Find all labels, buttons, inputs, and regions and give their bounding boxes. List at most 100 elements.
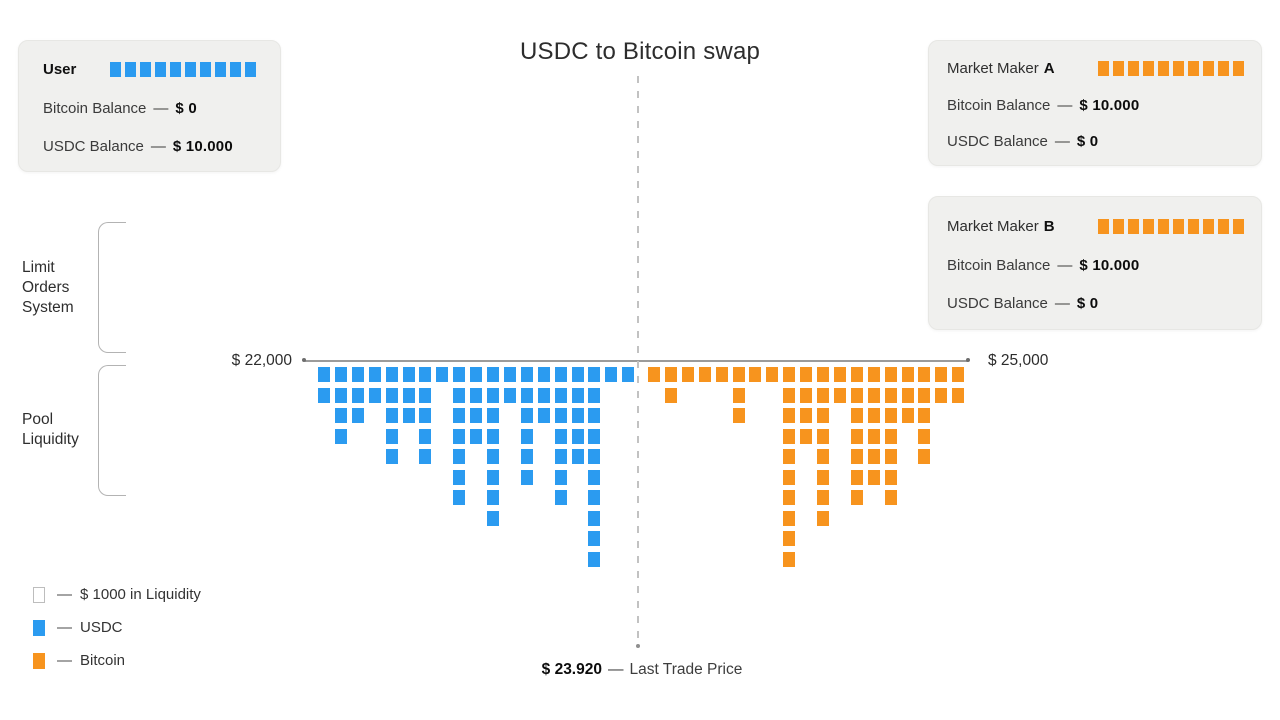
liquidity-token-square (1173, 219, 1184, 234)
liquidity-square-bitcoin (800, 387, 813, 403)
liquidity-square-bitcoin (884, 408, 897, 423)
liquidity-square-bitcoin (850, 469, 863, 485)
liquidity-square-bitcoin (901, 387, 914, 403)
liquidity-square-usdc (419, 408, 432, 423)
liquidity-token-square (1218, 61, 1229, 76)
axis-end-dot (966, 358, 970, 362)
liquidity-square-bitcoin (867, 387, 880, 403)
liquidity-square-usdc (605, 367, 618, 382)
liquidity-square-usdc (453, 449, 466, 464)
liquidity-square-bitcoin (817, 469, 829, 485)
market-maker-a-header: Market Maker A (947, 60, 1244, 77)
liquidity-token-square (1143, 219, 1154, 234)
unit-square-swatch (33, 586, 45, 603)
liquidity-square-bitcoin (884, 490, 897, 505)
liquidity-square-usdc (571, 387, 584, 403)
liquidity-square-bitcoin (783, 531, 796, 546)
liquidity-square-bitcoin (783, 490, 796, 505)
balance-row: Bitcoin Balance — $ 0 (43, 100, 256, 117)
liquidity-square-usdc (487, 428, 499, 444)
liquidity-square-bitcoin (783, 551, 796, 567)
legend-item-unit: — $ 1000 in Liquidity (33, 586, 201, 603)
liquidity-square-usdc (318, 387, 330, 403)
balance-separator: — (1057, 96, 1073, 114)
liquidity-square-bitcoin (884, 367, 897, 382)
liquidity-square-bitcoin (783, 449, 796, 464)
liquidity-square-usdc (470, 408, 483, 423)
balance-label: Bitcoin Balance (43, 99, 147, 117)
liquidity-token-square (200, 62, 211, 77)
market-maker-a-card: Market Maker A Bitcoin Balance — $ 10.00… (928, 40, 1262, 166)
liquidity-square-bitcoin (850, 408, 863, 423)
balance-value: $ 0 (1076, 295, 1099, 312)
label-line: Liquidity (22, 431, 79, 448)
liquidity-square-usdc (419, 428, 432, 444)
liquidity-square-bitcoin (935, 387, 948, 403)
liquidity-token-square (230, 62, 241, 77)
liquidity-square-usdc (436, 367, 449, 382)
balance-label: USDC Balance (947, 133, 1048, 150)
liquidity-square-usdc (588, 367, 601, 382)
balance-separator: — (1057, 256, 1073, 274)
liquidity-square-bitcoin (935, 367, 948, 382)
liquidity-token-square (1098, 219, 1109, 234)
liquidity-token-square (1173, 61, 1184, 76)
card-title-letter: A (1043, 60, 1055, 77)
liquidity-square-usdc (503, 387, 516, 403)
liquidity-square-bitcoin (884, 449, 897, 464)
liquidity-square-usdc (334, 387, 347, 403)
liquidity-square-bitcoin (952, 387, 965, 403)
liquidity-square-usdc (554, 449, 567, 464)
liquidity-square-usdc (368, 367, 381, 382)
balance-row: USDC Balance — $ 10.000 (43, 138, 256, 155)
liquidity-square-usdc (419, 387, 432, 403)
liquidity-square-bitcoin (884, 469, 897, 485)
liquidity-token-square (215, 62, 226, 77)
liquidity-token-square (1188, 219, 1199, 234)
liquidity-square-bitcoin (901, 408, 914, 423)
liquidity-square-bitcoin (884, 428, 897, 444)
liquidity-square-usdc (571, 367, 584, 382)
liquidity-square-usdc (351, 408, 364, 423)
liquidity-square-bitcoin (918, 387, 931, 403)
label-line: Pool (22, 411, 54, 428)
liquidity-square-bitcoin (817, 449, 829, 464)
liquidity-square-usdc (554, 367, 567, 382)
liquidity-token-square (170, 62, 181, 77)
liquidity-token-square (1188, 61, 1199, 76)
market-maker-b-token-strip (1098, 219, 1244, 234)
balance-value: $ 10.000 (1079, 96, 1140, 114)
liquidity-square-usdc (571, 428, 584, 444)
liquidity-square-usdc (385, 408, 398, 423)
liquidity-square-usdc (554, 387, 567, 403)
liquidity-square-bitcoin (952, 367, 965, 382)
liquidity-square-usdc (554, 428, 567, 444)
liquidity-token-square (1203, 61, 1214, 76)
liquidity-square-usdc (487, 449, 499, 464)
liquidity-square-bitcoin (817, 428, 829, 444)
liquidity-square-bitcoin (833, 367, 846, 382)
last-trade-price-line (637, 76, 639, 642)
liquidity-square-usdc (453, 428, 466, 444)
liquidity-square-usdc (453, 490, 466, 505)
liquidity-square-bitcoin (867, 408, 880, 423)
liquidity-token-square (1128, 61, 1139, 76)
liquidity-square-usdc (351, 367, 364, 382)
liquidity-token-square (140, 62, 151, 77)
liquidity-square-bitcoin (850, 428, 863, 444)
pool-liquidity-label: Pool Liquidity (22, 410, 79, 450)
pool-liquidity-bracket (98, 365, 126, 496)
liquidity-square-usdc (520, 367, 533, 382)
liquidity-token-square (1128, 219, 1139, 234)
liquidity-token-square (1233, 61, 1244, 76)
liquidity-square-bitcoin (817, 387, 829, 403)
usdc-swatch (33, 619, 45, 636)
liquidity-square-usdc (588, 531, 601, 546)
liquidity-square-bitcoin (901, 367, 914, 382)
liquidity-square-usdc (419, 367, 432, 382)
legend-label: USDC (80, 619, 123, 636)
liquidity-square-bitcoin (698, 367, 711, 382)
liquidity-square-usdc (537, 367, 550, 382)
card-title: Market Maker (947, 218, 1039, 235)
market-maker-b-header: Market Maker B (947, 218, 1244, 235)
